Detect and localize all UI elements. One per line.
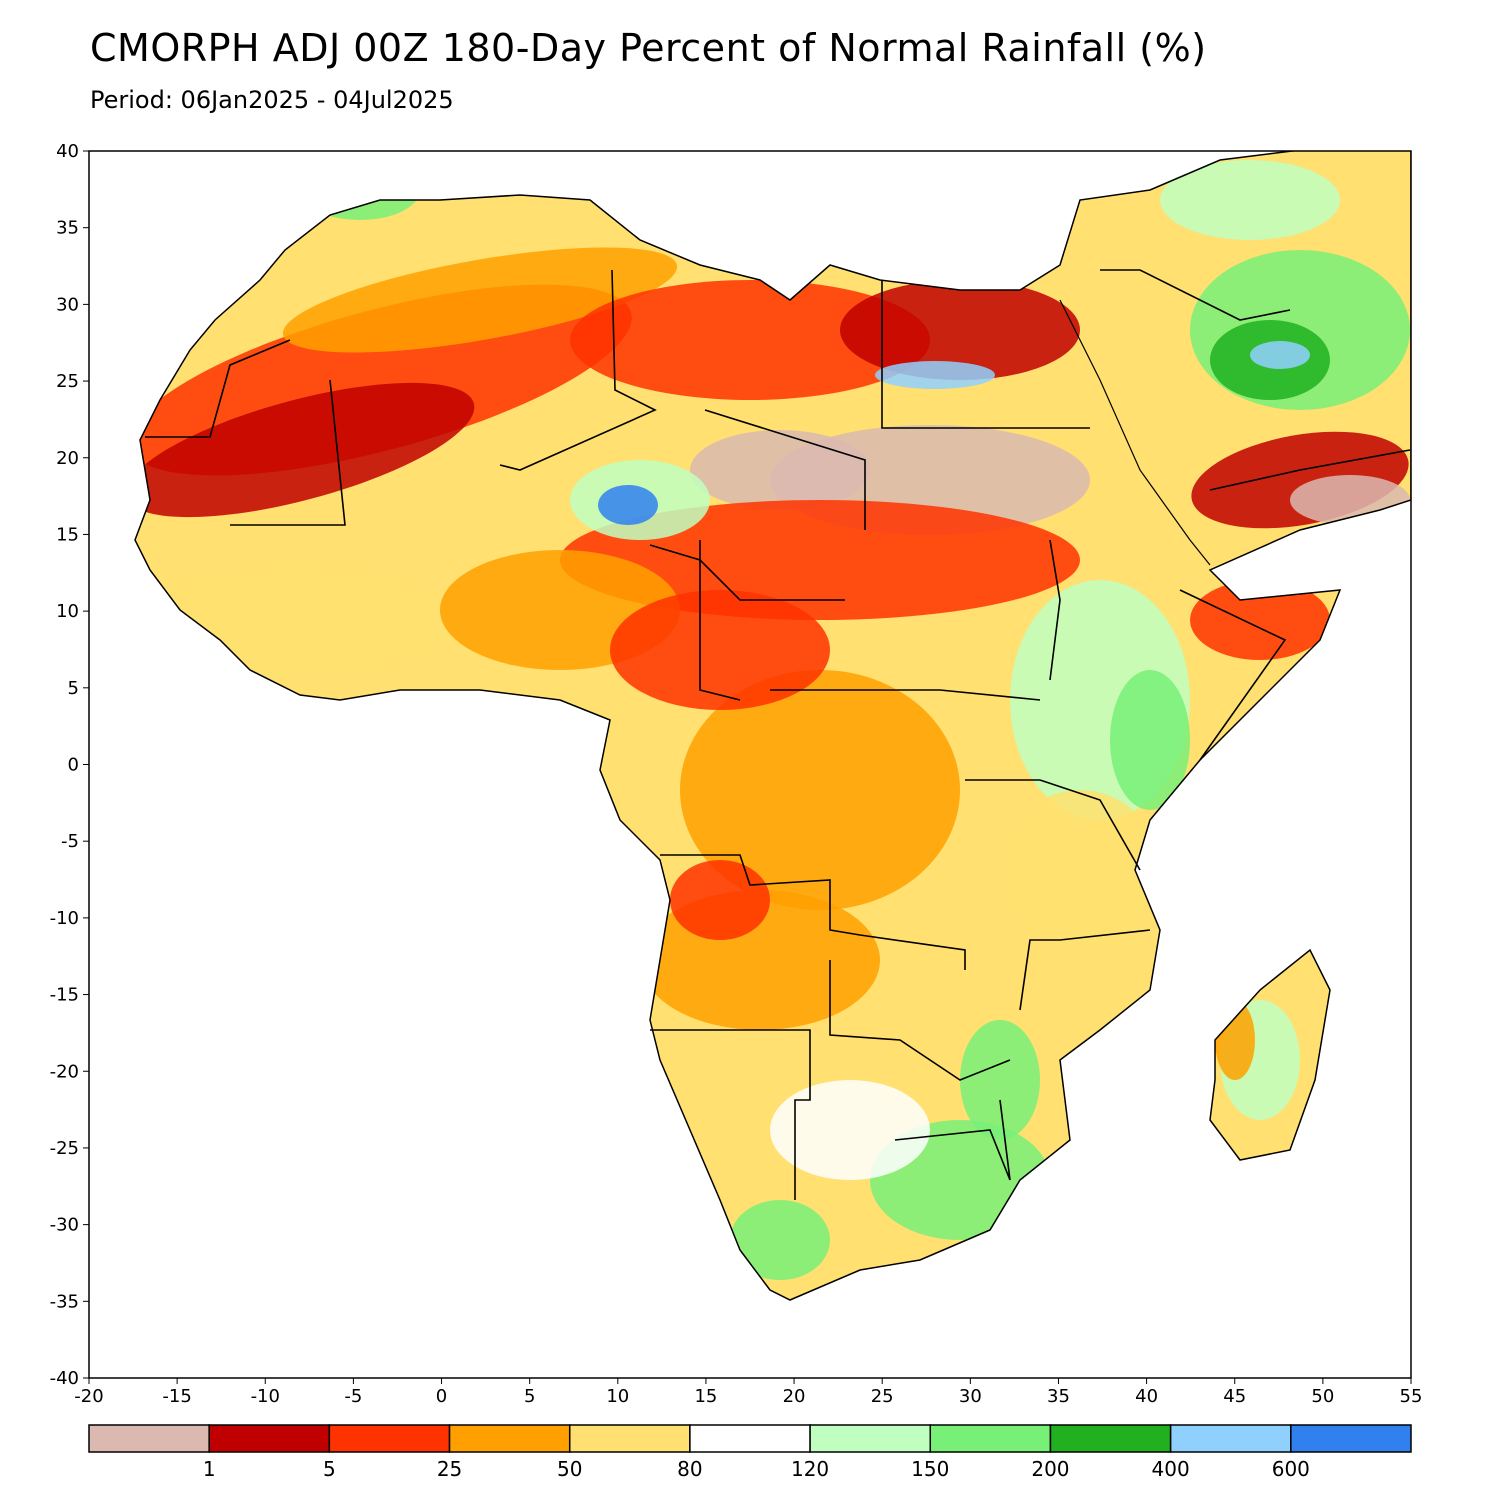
colorbar-swatch bbox=[1049, 1424, 1172, 1453]
lon-tick-label: 15 bbox=[694, 1386, 717, 1407]
lon-tick-label: 20 bbox=[783, 1386, 806, 1407]
colorbar-swatch bbox=[929, 1424, 1052, 1453]
rain-anomaly-car-deficit bbox=[610, 590, 830, 710]
colorbar-swatch bbox=[328, 1424, 451, 1453]
country-borders bbox=[145, 269, 1411, 1200]
rain-anomaly-botswana-normal bbox=[770, 1080, 930, 1180]
rain-anomaly-west-africa-normal bbox=[140, 560, 460, 680]
rain-anomaly-morocco-north-wet bbox=[300, 160, 420, 220]
lon-tick-label: -5 bbox=[344, 1386, 362, 1407]
colorbar: 1 5 25 50 80 120 150 200 400 600 bbox=[88, 1424, 1412, 1481]
lat-tick-label: -20 bbox=[50, 1061, 79, 1082]
lat-tick-label: 25 bbox=[56, 371, 79, 392]
lon-tick-label: -20 bbox=[74, 1386, 103, 1407]
rain-anomaly-gulf-wet-spot bbox=[1250, 341, 1310, 369]
lon-tick-label: 40 bbox=[1135, 1386, 1158, 1407]
colorbar-label: 1 bbox=[203, 1457, 216, 1481]
colorbar-swatch bbox=[809, 1424, 932, 1453]
rain-anomaly-somalia-deficit bbox=[1190, 580, 1330, 660]
rain-anomaly-madagascar-west-dry bbox=[1215, 1000, 1255, 1080]
rain-anomaly-egypt-very-dry bbox=[840, 280, 1080, 380]
lon-tick-label: 5 bbox=[524, 1386, 535, 1407]
colorbar-label: 400 bbox=[1152, 1457, 1190, 1481]
africa-coastline bbox=[134, 151, 1411, 1301]
lon-tick-label: 25 bbox=[871, 1386, 894, 1407]
colorbar-swatch bbox=[1290, 1424, 1412, 1453]
rain-anomaly-chad-wet-spot bbox=[598, 485, 658, 525]
lat-tick-label: -15 bbox=[50, 985, 79, 1006]
lat-tick-label: -5 bbox=[61, 831, 79, 852]
colorbar-label: 200 bbox=[1031, 1457, 1069, 1481]
colorbar-label: 600 bbox=[1272, 1457, 1310, 1481]
lon-tick-label: 10 bbox=[606, 1386, 629, 1407]
lat-tick-label: -35 bbox=[50, 1291, 79, 1312]
colorbar-swatch bbox=[208, 1424, 331, 1453]
red-sea-coast bbox=[1059, 299, 1211, 566]
lat-tick-label: 10 bbox=[56, 601, 79, 622]
madagascar-coastline bbox=[1209, 948, 1331, 1161]
lat-tick-label: -40 bbox=[50, 1368, 79, 1389]
colorbar-swatch bbox=[568, 1424, 691, 1453]
rain-anomaly-congo-dry bbox=[680, 670, 960, 910]
lat-tick-label: 35 bbox=[56, 218, 79, 239]
lon-tick-label: 0 bbox=[436, 1386, 447, 1407]
lat-tick-label: 30 bbox=[56, 294, 79, 315]
lat-tick-label: -10 bbox=[50, 908, 79, 929]
lon-tick-label: 35 bbox=[1047, 1386, 1070, 1407]
rain-anomaly-kenya-wet bbox=[1110, 670, 1190, 810]
colorbar-label: 50 bbox=[557, 1457, 582, 1481]
rain-anomaly-sahara-north-dry bbox=[282, 247, 678, 353]
lon-tick-label: -10 bbox=[251, 1386, 280, 1407]
rain-anomaly-mauritania-very-dry bbox=[135, 382, 475, 518]
colorbar-swatch bbox=[689, 1424, 811, 1453]
lon-tick-label: 50 bbox=[1311, 1386, 1334, 1407]
lon-tick-label: 55 bbox=[1400, 1386, 1423, 1407]
colorbar-label: 25 bbox=[437, 1457, 462, 1481]
colorbar-swatch bbox=[88, 1424, 210, 1453]
lat-tick-label: 40 bbox=[56, 141, 79, 162]
colorbar-label: 80 bbox=[677, 1457, 702, 1481]
rain-anomaly-tanzania-normal bbox=[1000, 790, 1160, 950]
rain-anomaly-chad-zero bbox=[690, 430, 870, 510]
lon-tick-label: -15 bbox=[162, 1386, 191, 1407]
lat-tick-label: 0 bbox=[68, 755, 79, 776]
lat-tick-label: 15 bbox=[56, 524, 79, 545]
colorbar-swatch bbox=[448, 1424, 571, 1453]
colorbar-label: 5 bbox=[323, 1457, 336, 1481]
colorbar-swatch bbox=[1169, 1424, 1292, 1453]
rain-anomaly-angola-deficit bbox=[670, 860, 770, 940]
rain-anomaly-cape-wet bbox=[730, 1200, 830, 1280]
lon-tick-label: 30 bbox=[959, 1386, 982, 1407]
lat-tick-label: -25 bbox=[50, 1138, 79, 1159]
axis-ticks: -20 -15 -10 -5 0 5 10 15 20 25 30 35 40 45 50 554035302… bbox=[50, 141, 1423, 1407]
colorbar-label: 120 bbox=[791, 1457, 829, 1481]
lat-tick-label: -30 bbox=[50, 1215, 79, 1236]
map-subtitle: Period: 06Jan2025 - 04Jul2025 bbox=[90, 86, 454, 114]
lat-tick-label: 5 bbox=[68, 678, 79, 699]
map-title: CMORPH ADJ 00Z 180-Day Percent of Normal… bbox=[90, 26, 1207, 70]
rain-anomaly-sahel-deficit bbox=[560, 500, 1080, 620]
rain-anomaly-levant-wet bbox=[1160, 160, 1340, 240]
lat-tick-label: 20 bbox=[56, 448, 79, 469]
colorbar-label: 150 bbox=[911, 1457, 949, 1481]
rain-anomaly-mozambique-wet bbox=[960, 1020, 1040, 1140]
rain-anomaly-libya-deficit bbox=[570, 280, 930, 400]
rain-anomaly-egypt-wet-spot bbox=[875, 361, 995, 389]
lon-tick-label: 45 bbox=[1223, 1386, 1246, 1407]
